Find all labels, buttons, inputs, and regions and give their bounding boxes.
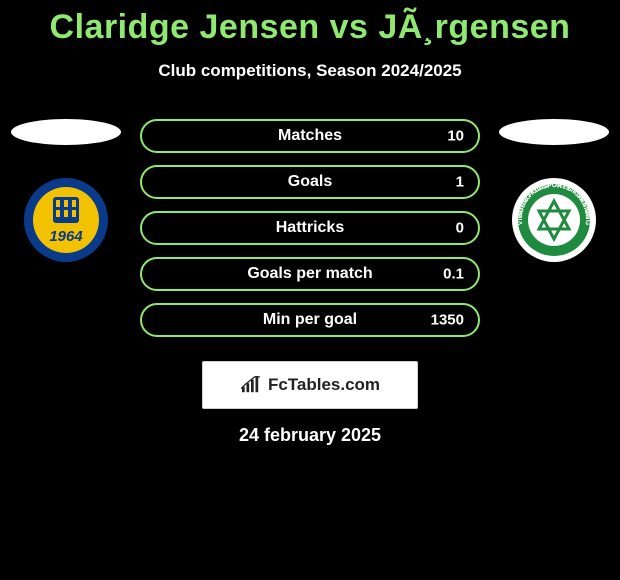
stat-row: Goals per match 0.1 [140,257,480,291]
player-silhouette-right [499,119,609,145]
stats-table: Matches 10 Goals 1 Hattricks 0 Goals per… [140,119,480,349]
watermark-badge: FcTables.com [202,361,418,409]
brondby-crest-icon: 1964 [23,177,109,263]
viborg-crest-icon: VIBORG FODSPORTS FORENING VIBORG FODSPOR… [511,177,597,263]
comparison-date: 24 february 2025 [0,425,620,446]
stat-row: Matches 10 [140,119,480,153]
stat-right-value: 0 [456,220,464,237]
left-player-column: 1964 [0,119,132,263]
stat-row: Goals 1 [140,165,480,199]
player-silhouette-left [11,119,121,145]
stat-right-value: 0.1 [443,266,464,283]
stat-label: Goals [288,173,332,191]
right-club-logo: VIBORG FODSPORTS FORENING VIBORG FODSPOR… [511,177,597,263]
stat-label: Hattricks [276,219,344,237]
comparison-card: Claridge Jensen vs JÃ¸rgensen Club compe… [0,0,620,580]
page-subtitle: Club competitions, Season 2024/2025 [0,61,620,81]
stat-label: Min per goal [263,311,357,329]
page-title: Claridge Jensen vs JÃ¸rgensen [0,0,620,47]
right-player-column: VIBORG FODSPORTS FORENING VIBORG FODSPOR… [488,119,620,263]
stat-right-value: 1350 [431,312,464,329]
svg-text:1964: 1964 [49,228,83,245]
comparison-body: 1964 VIBORG FODSPORTS FORENING [0,119,620,349]
stat-label: Goals per match [247,265,372,283]
stat-right-value: 1 [456,174,464,191]
bar-chart-icon [240,376,262,394]
stat-right-value: 10 [447,128,464,145]
stat-row: Min per goal 1350 [140,303,480,337]
stat-row: Hattricks 0 [140,211,480,245]
stat-label: Matches [278,127,342,145]
left-club-logo: 1964 [23,177,109,263]
watermark-text: FcTables.com [268,375,380,395]
